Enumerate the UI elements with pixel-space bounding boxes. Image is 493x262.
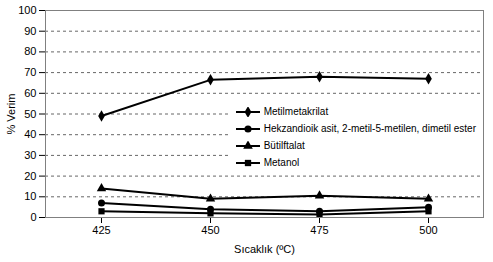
svg-text:475: 475 xyxy=(310,224,328,236)
svg-text:80: 80 xyxy=(24,45,36,57)
html-text:Bütilftalat: Bütilftalat xyxy=(263,140,305,151)
svg-text:40: 40 xyxy=(24,128,36,140)
svg-text:60: 60 xyxy=(24,87,36,99)
svg-text:% Verim: % Verim xyxy=(5,94,17,135)
svg-text:30: 30 xyxy=(24,149,36,161)
svg-text:10: 10 xyxy=(24,190,36,202)
svg-text:50: 50 xyxy=(24,108,36,120)
svg-text:70: 70 xyxy=(24,66,36,78)
svg-text:20: 20 xyxy=(24,170,36,182)
svg-text:0: 0 xyxy=(30,211,36,223)
html-text:Hekzandioik asit, 2-metil-5-me: Hekzandioik asit, 2-metil-5-metilen, dim… xyxy=(263,123,476,134)
html-text:Metilmetakrilat: Metilmetakrilat xyxy=(263,106,329,117)
svg-text:500: 500 xyxy=(419,224,437,236)
svg-text:450: 450 xyxy=(201,224,219,236)
svg-text:Sıcaklık (ºC): Sıcaklık (ºC) xyxy=(234,243,295,255)
svg-text:90: 90 xyxy=(24,25,36,37)
html-text:Metanol: Metanol xyxy=(263,157,300,168)
svg-text:425: 425 xyxy=(92,224,110,236)
svg-text:100: 100 xyxy=(18,4,36,16)
